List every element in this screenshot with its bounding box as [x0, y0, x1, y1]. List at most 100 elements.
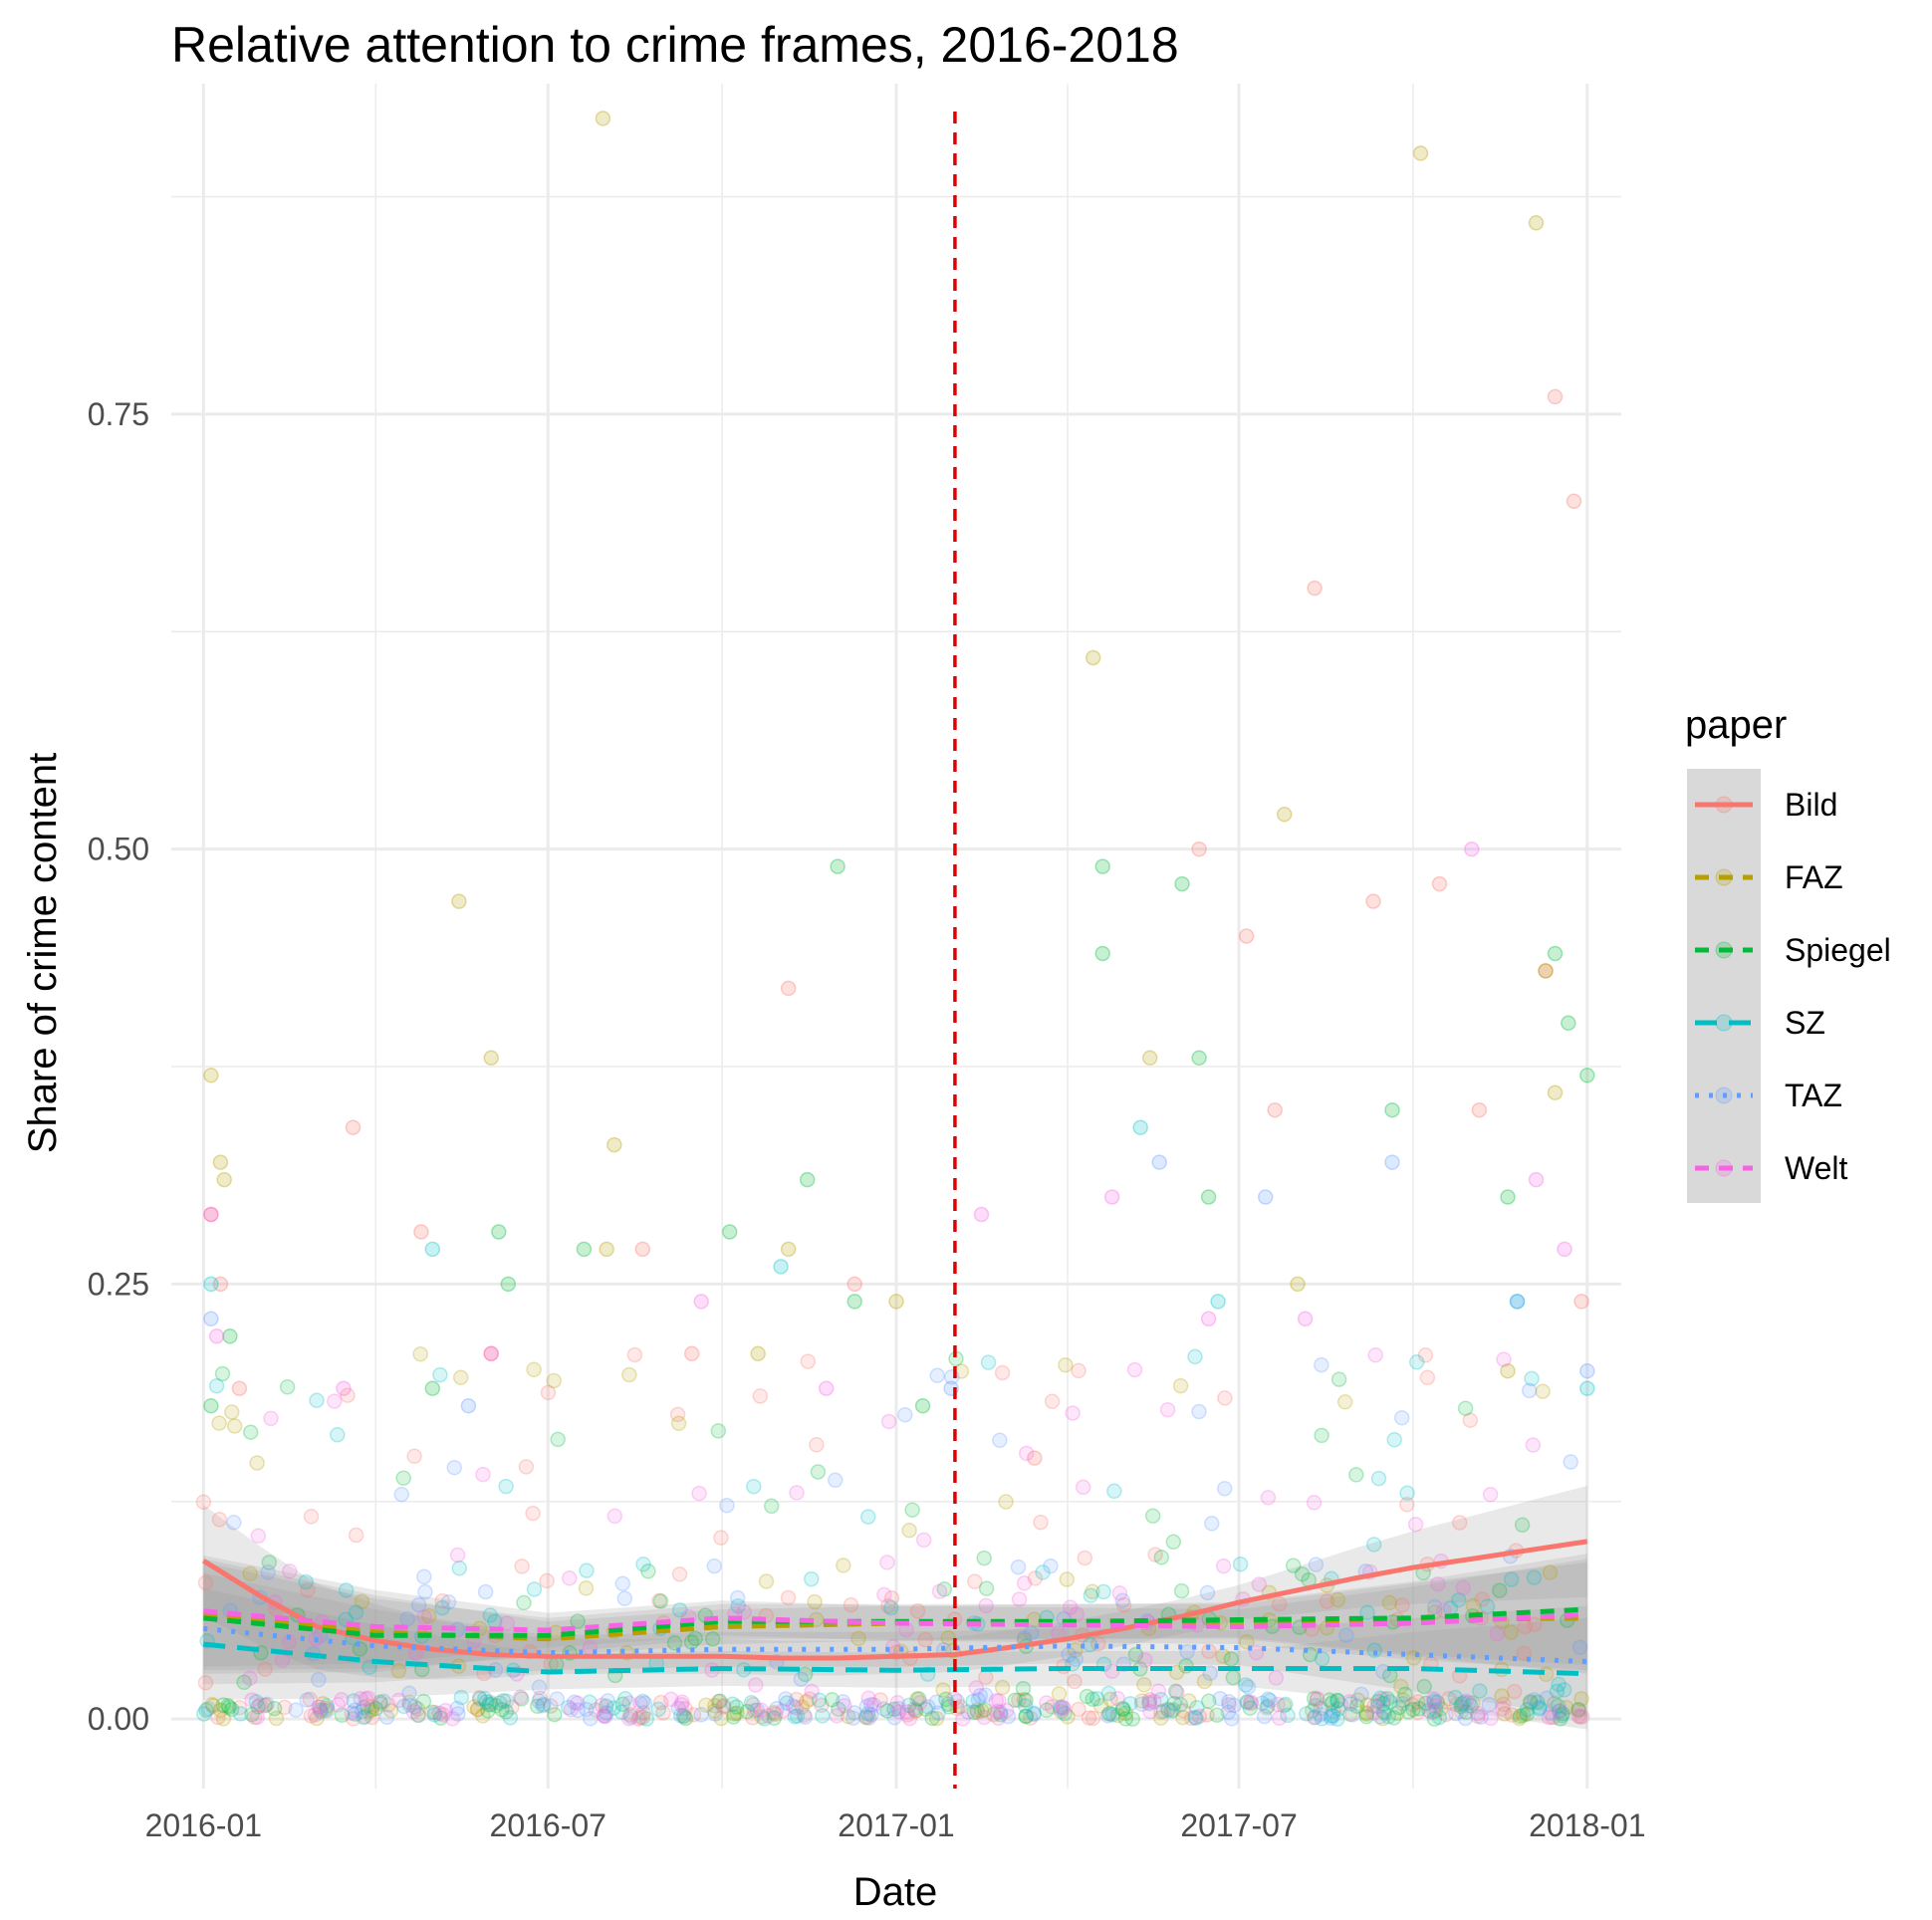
data-point	[1285, 1558, 1302, 1573]
data-point	[395, 1470, 411, 1486]
data-point	[420, 1607, 437, 1624]
data-point	[669, 1406, 686, 1423]
data-point	[1399, 1485, 1415, 1502]
data-point	[1407, 1516, 1424, 1533]
data-point	[1404, 1696, 1421, 1713]
data-point	[1374, 1710, 1391, 1727]
data-point	[214, 1365, 231, 1382]
data-point	[309, 1710, 325, 1727]
data-point	[431, 1705, 448, 1722]
data-point	[205, 1698, 221, 1714]
data-point	[480, 1703, 496, 1719]
data-point	[729, 1705, 745, 1722]
data-point	[1314, 1651, 1330, 1667]
data-point	[1065, 1405, 1081, 1421]
data-point	[1069, 1606, 1085, 1622]
data-point	[1366, 1642, 1383, 1658]
data-point	[232, 1706, 249, 1722]
data-point	[268, 1710, 285, 1727]
data-point	[875, 1701, 892, 1717]
data-point	[746, 1702, 763, 1719]
data-point	[1101, 1706, 1118, 1722]
data-point	[475, 1708, 491, 1724]
data-point	[1497, 1706, 1513, 1722]
data-point	[1039, 1695, 1055, 1711]
data-point	[973, 1206, 990, 1223]
data-point	[1044, 1699, 1061, 1715]
data-point	[978, 1597, 994, 1614]
data-point	[815, 1708, 831, 1724]
data-point	[1133, 1696, 1150, 1712]
data-point	[1570, 1702, 1586, 1719]
data-point	[1553, 1711, 1569, 1727]
data-point	[212, 1276, 229, 1293]
data-point	[715, 1698, 732, 1714]
data-point	[359, 1698, 375, 1714]
data-point	[1417, 1347, 1434, 1363]
data-point	[330, 1427, 346, 1443]
data-point	[242, 1424, 259, 1440]
data-point	[1209, 1707, 1225, 1724]
data-point	[1133, 1693, 1150, 1709]
data-point	[890, 1700, 907, 1717]
data-point	[250, 1528, 267, 1545]
confidence-band	[203, 1588, 1587, 1730]
data-point	[1431, 875, 1448, 892]
data-point	[1579, 1362, 1595, 1379]
data-point	[424, 1380, 441, 1396]
data-point	[1174, 875, 1190, 892]
data-point	[410, 1707, 426, 1723]
data-point	[516, 1594, 532, 1611]
data-point	[753, 1702, 770, 1719]
data-point	[879, 1703, 895, 1719]
data-point	[382, 1702, 399, 1719]
data-point	[1503, 1624, 1520, 1640]
data-point	[1358, 1705, 1374, 1721]
data-point	[203, 1276, 219, 1293]
data-point	[257, 1697, 274, 1713]
data-point	[1035, 1564, 1051, 1580]
data-point	[410, 1707, 426, 1724]
data-point	[347, 1702, 363, 1719]
data-point	[434, 1599, 450, 1616]
data-point	[1500, 1189, 1516, 1205]
data-point	[1539, 1690, 1555, 1707]
data-point	[1342, 1696, 1358, 1712]
data-point	[998, 1494, 1014, 1510]
data-point	[1010, 1559, 1027, 1575]
data-point	[745, 1696, 762, 1713]
data-point	[1521, 1382, 1538, 1399]
data-point	[715, 1699, 732, 1715]
data-point	[236, 1674, 252, 1691]
data-point	[1557, 1241, 1572, 1258]
data-point	[1239, 1694, 1255, 1710]
data-point	[390, 1692, 407, 1709]
y-tick-label: 0.50	[88, 832, 149, 867]
data-point	[655, 1705, 671, 1721]
data-point	[1393, 1409, 1410, 1426]
data-point	[1453, 1703, 1470, 1720]
data-point	[1137, 1652, 1153, 1668]
data-point	[1142, 1703, 1158, 1720]
data-point	[739, 1703, 756, 1720]
data-point	[1102, 1691, 1118, 1708]
data-point	[810, 1464, 827, 1480]
data-point	[498, 1693, 515, 1709]
data-point	[685, 1707, 702, 1723]
data-point	[338, 1582, 355, 1598]
data-point	[769, 1700, 785, 1717]
data-point	[203, 1068, 219, 1083]
data-point	[634, 1709, 651, 1726]
data-point	[472, 1691, 488, 1707]
data-point	[1172, 1377, 1189, 1394]
data-point	[909, 1691, 925, 1707]
data-point	[915, 1532, 932, 1549]
data-point	[858, 1709, 875, 1726]
data-point	[1018, 1692, 1034, 1708]
data-point	[1221, 1694, 1237, 1710]
data-point	[195, 1494, 212, 1511]
data-point	[1314, 1356, 1329, 1373]
data-point	[1455, 1579, 1471, 1596]
data-point	[1365, 1537, 1382, 1553]
data-point	[605, 1700, 621, 1717]
